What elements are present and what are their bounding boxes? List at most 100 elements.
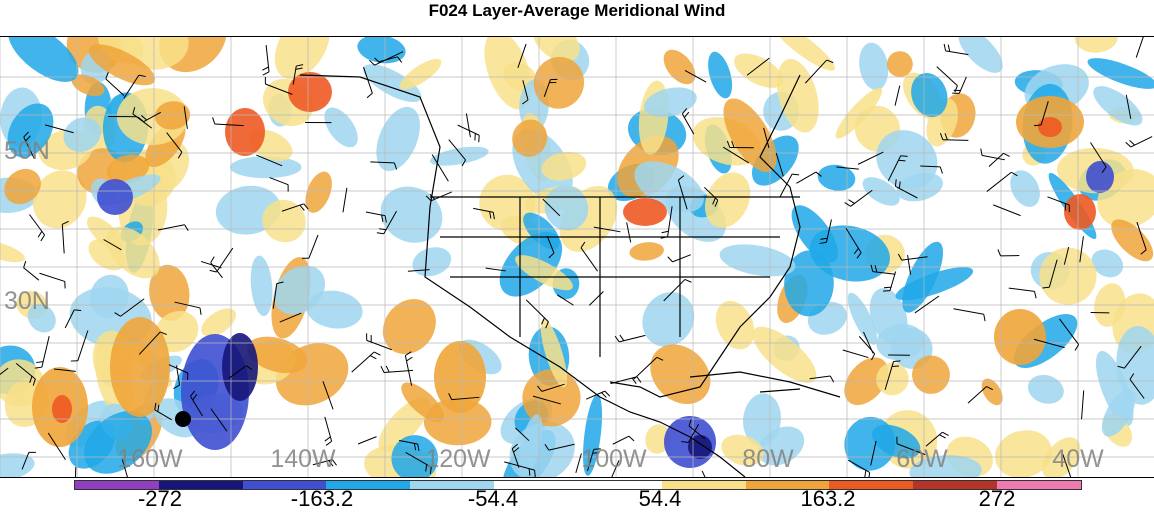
- wind-barb: [952, 77, 966, 94]
- wind-barb: [589, 291, 603, 305]
- barb-flag: [1034, 291, 1036, 298]
- barb-staff: [75, 467, 76, 477]
- wind-shade-core: [97, 179, 133, 215]
- barb-flag: [865, 470, 866, 477]
- barb-flag: [883, 291, 890, 292]
- lon-label-80w: 80W: [742, 445, 793, 474]
- colorbar-label: 272: [979, 486, 1016, 512]
- colorbar: [74, 480, 1082, 490]
- barb-staff: [993, 205, 1020, 216]
- lon-label-60w: 60W: [896, 445, 947, 474]
- wind-shade-blob: [300, 168, 337, 217]
- barb-flag: [939, 435, 945, 438]
- barb-flag: [374, 352, 380, 355]
- barb-staff: [526, 300, 548, 322]
- wind-barb: [1009, 288, 1036, 298]
- barb-flag: [377, 233, 384, 234]
- barb-staff: [42, 336, 49, 367]
- barb-staff: [217, 248, 233, 272]
- barb-flag: [36, 362, 43, 363]
- lon-label-100w: 100W: [581, 445, 646, 474]
- barb-flag: [211, 257, 215, 263]
- barb-flag: [849, 200, 855, 204]
- wind-barb: [989, 153, 1010, 166]
- barb-staff: [352, 352, 374, 372]
- wind-barb: [262, 45, 269, 75]
- wind-shade-blob: [856, 40, 892, 92]
- barb-flag: [944, 44, 945, 51]
- barb-staff: [1131, 137, 1152, 147]
- lat-label-50n: 50N: [4, 137, 50, 166]
- barb-flag: [1003, 153, 1009, 156]
- lon-label-160w: 160W: [117, 445, 182, 474]
- barb-flag: [213, 117, 215, 124]
- wind-shade-core: [1086, 161, 1114, 193]
- barb-staff: [343, 188, 347, 213]
- wind-barb: [953, 309, 985, 321]
- barb-staff: [1136, 37, 1146, 58]
- barb-staff: [843, 350, 869, 358]
- barb-flag: [894, 361, 901, 362]
- barb-staff: [611, 377, 637, 384]
- barb-flag: [955, 86, 958, 93]
- barb-flag: [942, 432, 948, 435]
- barb-flag: [948, 45, 949, 52]
- caribbean-islands: [690, 372, 840, 397]
- barb-staff: [39, 273, 64, 281]
- barb-flag: [367, 93, 372, 97]
- barb-flag: [620, 335, 624, 341]
- map-panel: 50N 30N 160W 140W 120W 100W 80W 60W 40W: [0, 36, 1154, 478]
- wind-barb: [352, 352, 381, 372]
- lon-label-140w: 140W: [270, 445, 335, 474]
- wind-shading-layer: [0, 37, 1154, 477]
- map-canvas: [0, 37, 1154, 477]
- wind-barb: [343, 188, 347, 213]
- barb-flag: [601, 393, 606, 398]
- wind-shade-blob: [368, 100, 429, 177]
- barb-flag: [1130, 140, 1135, 145]
- wind-barb: [69, 467, 76, 477]
- wind-shade-blob: [371, 176, 452, 253]
- barb-staff: [1009, 288, 1035, 291]
- wind-barb: [780, 174, 799, 197]
- barb-staff: [431, 192, 452, 201]
- lon-label-40w: 40W: [1052, 445, 1103, 474]
- barb-staff: [613, 436, 629, 444]
- wind-shade-blob: [230, 156, 301, 178]
- colorbar-label: -54.4: [468, 486, 518, 512]
- barb-flag: [940, 167, 942, 174]
- colorbar-label: 163.2: [800, 486, 855, 512]
- barb-staff: [908, 255, 911, 274]
- barb-staff: [581, 248, 598, 271]
- barb-flag: [381, 366, 384, 372]
- wind-barb: [35, 336, 49, 368]
- colorbar-label: -163.2: [291, 486, 353, 512]
- wind-shade-blob: [409, 243, 455, 281]
- barb-flag: [629, 436, 634, 441]
- wind-barb: [24, 261, 39, 280]
- wind-barb: [843, 350, 869, 358]
- barb-flag: [869, 472, 870, 477]
- wind-barb: [796, 172, 821, 183]
- barb-flag: [38, 231, 42, 237]
- barb-flag: [662, 231, 669, 233]
- wind-shade-blob: [0, 449, 37, 477]
- barb-staff: [943, 140, 969, 141]
- barb-staff: [1082, 390, 1084, 419]
- barb-flag: [637, 377, 641, 383]
- barb-flag: [984, 314, 985, 321]
- wind-shade-core: [994, 309, 1046, 365]
- barb-flag: [41, 235, 45, 241]
- barb-flag: [210, 270, 217, 272]
- barb-staff: [325, 417, 332, 441]
- wind-shade-blob: [708, 295, 761, 356]
- barb-flag: [262, 67, 268, 70]
- wind-shade-blob: [396, 54, 446, 95]
- barb-staff: [673, 255, 691, 262]
- barb-flag: [898, 160, 905, 161]
- wind-barb: [993, 205, 1020, 216]
- barb-staff: [895, 86, 900, 106]
- barb-flag: [407, 357, 413, 361]
- lat-label-30n: 30N: [4, 287, 50, 316]
- barb-flag: [901, 156, 908, 157]
